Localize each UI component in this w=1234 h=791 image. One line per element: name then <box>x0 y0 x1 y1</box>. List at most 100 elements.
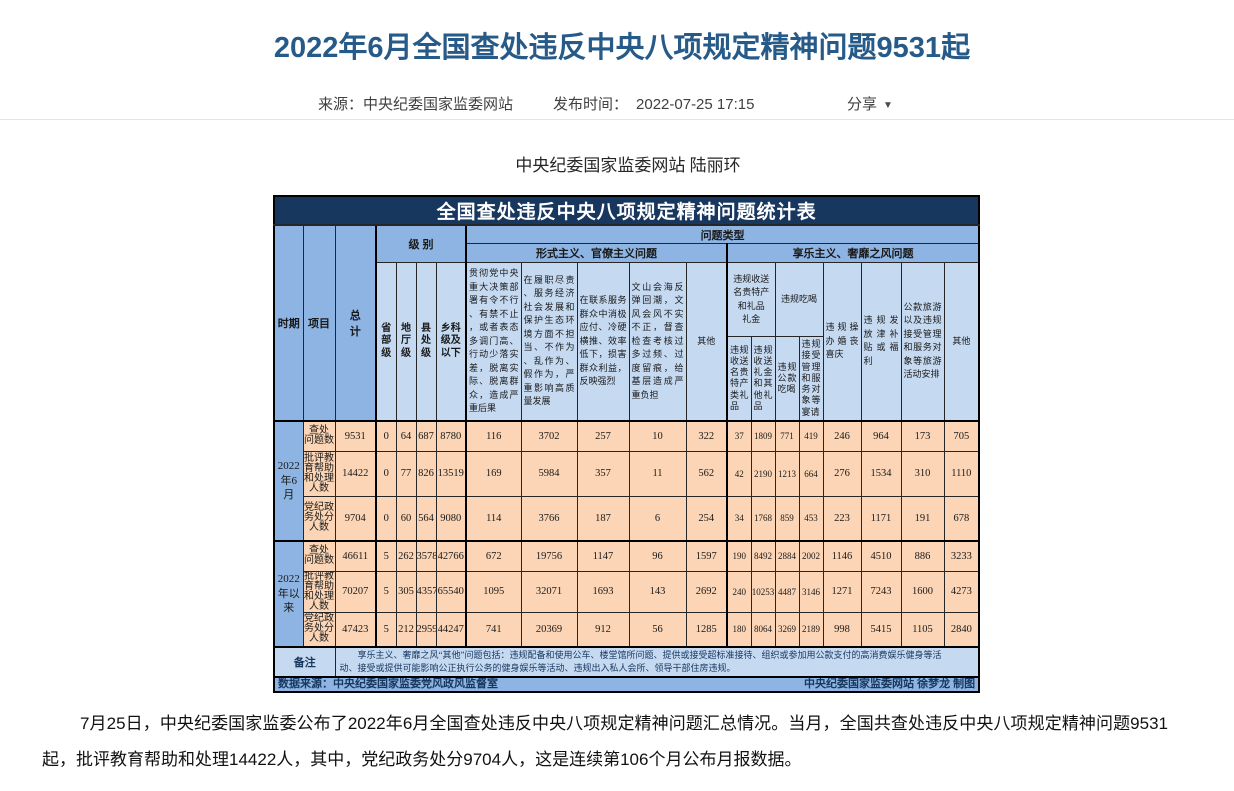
value-cell: 276 <box>822 450 862 497</box>
value-cell: 2692 <box>685 570 728 613</box>
table-source: 数据来源：中央纪委国家监委党风政风监督室 <box>278 678 498 691</box>
byline: 中央纪委国家监委网站 陆丽环 <box>515 156 741 175</box>
value-cell: 1105 <box>900 611 945 648</box>
statistics-figure: 全国查处违反中央八项规定精神问题统计表 时期 项目 总 计 级 别 问题类型 形… <box>273 195 981 693</box>
source-value: 中央纪委国家监委网站 <box>363 96 514 113</box>
value-cell: 187 <box>576 495 630 542</box>
value-cell: 240 <box>726 570 752 613</box>
value-cell: 19756 <box>520 539 578 572</box>
value-cell: 912 <box>576 611 630 648</box>
value-cell: 169 <box>465 450 522 497</box>
value-cell: 60 <box>395 495 417 542</box>
value-cell: 257 <box>576 419 630 452</box>
value-cell: 2189 <box>798 611 824 648</box>
row-label: 查处 问题数 <box>302 419 336 452</box>
table-row: 党纪政 务处分 人数 47423 5 212 2959 44247 741 20… <box>274 611 980 648</box>
value-cell: 13519 <box>435 450 467 497</box>
value-cell: 20369 <box>520 611 578 648</box>
row-label: 党纪政 务处分 人数 <box>302 495 336 542</box>
value-cell: 1095 <box>465 570 522 613</box>
value-cell: 453 <box>798 495 824 542</box>
col-header-period: 时期 <box>273 224 304 422</box>
value-cell: 5 <box>375 570 397 613</box>
value-cell: 357 <box>576 450 630 497</box>
table-title: 全国查处违反中央八项规定精神问题统计表 <box>273 195 980 226</box>
meta-source: 来源：中央纪委国家监委网站 <box>318 93 513 114</box>
table-footer: 数据来源：中央纪委国家监委党风政风监督室 中央纪委国家监委网站 徐梦龙 制图 <box>278 678 975 691</box>
col-header-formalism-3: 在联系服务群众中消极应付、冷硬横推、效率低下，损害群众利益，反映强烈 <box>576 261 630 422</box>
value-cell: 8780 <box>435 419 467 452</box>
page-title: 2022年6月全国查处违反中央八项规定精神问题9531起 <box>273 32 971 64</box>
table-footer-row: 数据来源：中央纪委国家监委党风政风监督室 中央纪委国家监委网站 徐梦龙 制图 <box>273 675 980 693</box>
col-header-gift-cash: 违规收送礼金和其他礼品 <box>750 335 776 422</box>
value-cell: 0 <box>375 495 397 542</box>
value-cell: 1110 <box>943 450 980 497</box>
value-cell: 47423 <box>334 611 377 648</box>
value-cell: 4273 <box>943 570 980 613</box>
remark-text: 享乐主义、奢靡之风“其他”问题包括：违规配备和使用公车、楼堂馆所问题、提供或接受… <box>334 645 980 678</box>
col-header-level-prefecture: 地厅级 <box>395 261 417 422</box>
col-header-formalism-5: 其他 <box>685 261 728 422</box>
col-header-hedonism-tourism: 公款旅游以及违规接受管理和服务对象等旅游活动安排 <box>900 261 945 422</box>
col-header-item: 项目 <box>302 224 336 422</box>
value-cell: 9531 <box>334 419 377 452</box>
value-cell: 672 <box>465 539 522 572</box>
table-body: 全国查处违反中央八项规定精神问题统计表 时期 项目 总 计 级 别 问题类型 形… <box>273 195 980 693</box>
value-cell: 4357 <box>415 570 437 613</box>
value-cell: 886 <box>900 539 945 572</box>
table-row: 批评教 育帮助 和处理 人数 70207 5 305 4357 65540 10… <box>274 570 980 613</box>
value-cell: 254 <box>685 495 728 542</box>
value-cell: 5415 <box>860 611 902 648</box>
share-button[interactable]: 分享 ▼ <box>847 93 893 114</box>
table-header-row-columns: 省部级 地厅级 县处级 乡科级及以下 贯彻党中央重大决策部署有令不行、有禁不止，… <box>274 261 980 422</box>
source-label: 来源： <box>318 96 364 113</box>
value-cell: 173 <box>900 419 945 452</box>
col-header-level-township: 乡科级及以下 <box>435 261 467 422</box>
value-cell: 1171 <box>860 495 902 542</box>
publish-value: 2022-07-25 17:15 <box>636 96 755 113</box>
value-cell: 310 <box>900 450 945 497</box>
value-cell: 46611 <box>334 539 377 572</box>
table-row: 党纪政 务处分 人数 9704 0 60 564 9080 114 3766 1… <box>274 495 980 542</box>
col-header-dining-public: 违规公款吃喝 <box>774 335 800 422</box>
value-cell: 5 <box>375 539 397 572</box>
col-header-gift-specialty: 违规收送名贵特产类礼品 <box>726 335 752 422</box>
value-cell: 42766 <box>435 539 467 572</box>
row-label: 批评教 育帮助 和处理 人数 <box>302 570 336 613</box>
col-header-formalism-4: 文山会海反弹回潮，文风会风不实不正，督查检查考核过多过频、过度留痕，给基层造成严… <box>628 261 687 422</box>
value-cell: 0 <box>375 419 397 452</box>
col-header-formalism-2: 在履职尽责、服务经济社会发展和保护生态环境方面不担当、不作为、乱作为、假作为，严… <box>520 261 578 422</box>
value-cell: 1600 <box>900 570 945 613</box>
value-cell: 4487 <box>774 570 800 613</box>
value-cell: 5984 <box>520 450 578 497</box>
table-row: 2022 年6 月 查处 问题数 9531 0 64 687 8780 116 … <box>273 419 980 542</box>
period-cell: 2022 年以 来 <box>273 539 304 648</box>
value-cell: 9704 <box>334 495 377 542</box>
share-caret-icon: ▼ <box>883 100 893 111</box>
value-cell: 998 <box>822 611 862 648</box>
value-cell: 44247 <box>435 611 467 648</box>
value-cell: 3578 <box>415 539 437 572</box>
value-cell: 8492 <box>750 539 776 572</box>
value-cell: 246 <box>822 419 862 452</box>
value-cell: 678 <box>943 495 980 542</box>
value-cell: 37 <box>726 419 752 452</box>
value-cell: 3269 <box>774 611 800 648</box>
value-cell: 191 <box>900 495 945 542</box>
value-cell: 3766 <box>520 495 578 542</box>
value-cell: 8064 <box>750 611 776 648</box>
value-cell: 1147 <box>576 539 630 572</box>
value-cell: 9080 <box>435 495 467 542</box>
value-cell: 114 <box>465 495 522 542</box>
value-cell: 42 <box>726 450 752 497</box>
value-cell: 96 <box>628 539 687 572</box>
period-cell: 2022 年6 月 <box>273 419 304 542</box>
row-label: 查处 问题数 <box>302 539 336 572</box>
value-cell: 1693 <box>576 570 630 613</box>
value-cell: 1213 <box>774 450 800 497</box>
value-cell: 180 <box>726 611 752 648</box>
publish-label: 发布时间： <box>553 96 629 113</box>
article-meta: 来源：中央纪委国家监委网站 发布时间： 2022-07-25 17:15 分享 ▼ <box>0 93 1234 114</box>
value-cell: 70207 <box>334 570 377 613</box>
value-cell: 190 <box>726 539 752 572</box>
